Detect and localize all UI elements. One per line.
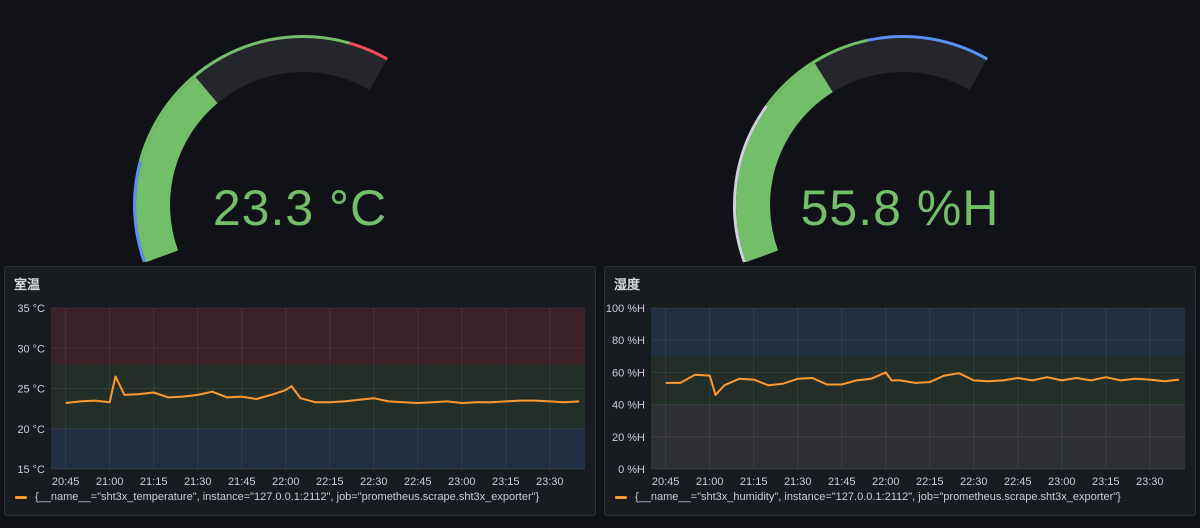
x-tick-label: 22:00 — [272, 476, 300, 488]
y-tick-label: 60 %H — [612, 367, 645, 379]
panel-title[interactable]: 室温 — [14, 277, 41, 292]
temperature-chart[interactable]: 35 °C 30 °C 25 °C 20 °C 15 °C 20:45 21:00 21:15… — [5, 267, 597, 517]
x-tick-label: 22:30 — [960, 476, 988, 488]
y-tick-label: 25 °C — [17, 384, 45, 396]
humidity-panel[interactable]: 湿度 100 %H 80 %H 60 %H 40 %H 20 %H 0 %H 20:45 21… — [604, 266, 1196, 516]
legend-swatch — [615, 495, 627, 499]
y-tick-label: 30 °C — [17, 343, 45, 355]
gauge-threshold-arc — [765, 38, 869, 108]
threshold-band — [51, 364, 585, 429]
gauge-threshold-arc — [733, 105, 769, 262]
temperature-gauge-arc — [133, 35, 388, 262]
x-tick-label: 22:00 — [872, 476, 900, 488]
legend-swatch — [15, 495, 27, 499]
series-line[interactable] — [65, 375, 580, 404]
x-tick-label: 21:15 — [740, 476, 768, 488]
threshold-band — [651, 404, 1185, 469]
x-tick-label: 20:45 — [652, 476, 680, 488]
y-tick-label: 20 °C — [17, 424, 45, 436]
gauge-value-arc — [136, 77, 218, 262]
x-tick-label: 22:30 — [360, 476, 388, 488]
y-tick-label: 40 %H — [612, 400, 645, 412]
temperature-panel[interactable]: 室温 35 °C 30 °C 25 °C 20 °C 15 °C 20:45 21:00 21… — [4, 266, 596, 516]
gauge-threshold-arc — [138, 35, 350, 163]
legend-label[interactable]: {__name__="sht3x_temperature", instance=… — [35, 491, 540, 503]
humidity-gauge-arc — [733, 35, 988, 262]
legend-item[interactable]: {__name__="sht3x_humidity", instance="12… — [615, 491, 1121, 503]
y-tick-label: 100 %H — [606, 303, 645, 315]
x-tick-label: 23:00 — [448, 476, 476, 488]
x-tick-label: 20:45 — [52, 476, 80, 488]
x-tick-label: 22:45 — [404, 476, 432, 488]
gauge-value-arc — [736, 63, 834, 262]
panel-title[interactable]: 湿度 — [614, 277, 641, 292]
x-tick-label: 21:00 — [696, 476, 724, 488]
gauge-threshold-arc — [133, 161, 148, 262]
temperature-gauge-value: 23.3 °C — [212, 180, 388, 236]
x-tick-label: 21:45 — [228, 476, 256, 488]
humidity-gauge-value: 55.8 %H — [800, 180, 1000, 236]
x-tick-label: 22:45 — [1004, 476, 1032, 488]
legend-item[interactable]: {__name__="sht3x_temperature", instance=… — [15, 491, 539, 503]
y-tick-label: 80 %H — [612, 335, 645, 347]
x-tick-label: 23:15 — [492, 476, 520, 488]
gauge-threshold-arc — [867, 35, 988, 62]
x-tick-label: 23:30 — [536, 476, 564, 488]
x-tick-label: 21:45 — [828, 476, 856, 488]
x-tick-label: 21:15 — [140, 476, 168, 488]
series-line[interactable] — [665, 371, 1180, 396]
y-tick-label: 20 %H — [612, 432, 645, 444]
y-tick-label: 0 %H — [618, 464, 645, 476]
y-tick-label: 35 °C — [17, 303, 45, 315]
x-tick-label: 21:30 — [784, 476, 812, 488]
threshold-band — [51, 308, 585, 365]
x-tick-label: 23:00 — [1048, 476, 1076, 488]
x-tick-label: 21:00 — [96, 476, 124, 488]
x-tick-label: 22:15 — [316, 476, 344, 488]
threshold-band — [651, 308, 1185, 357]
humidity-chart[interactable]: 100 %H 80 %H 60 %H 40 %H 20 %H 0 %H 20:45 21:00… — [605, 267, 1197, 517]
gauge-threshold-arc — [348, 41, 388, 62]
humidity-gauge: 55.8 %H — [600, 0, 1200, 262]
threshold-band — [651, 356, 1185, 405]
y-tick-label: 15 °C — [17, 464, 45, 476]
temperature-gauge: 23.3 °C — [0, 0, 600, 262]
x-tick-label: 21:30 — [184, 476, 212, 488]
threshold-band — [51, 428, 585, 469]
x-tick-label: 22:15 — [916, 476, 944, 488]
legend-label[interactable]: {__name__="sht3x_humidity", instance="12… — [635, 491, 1121, 503]
x-tick-label: 23:30 — [1136, 476, 1164, 488]
x-tick-label: 23:15 — [1092, 476, 1120, 488]
